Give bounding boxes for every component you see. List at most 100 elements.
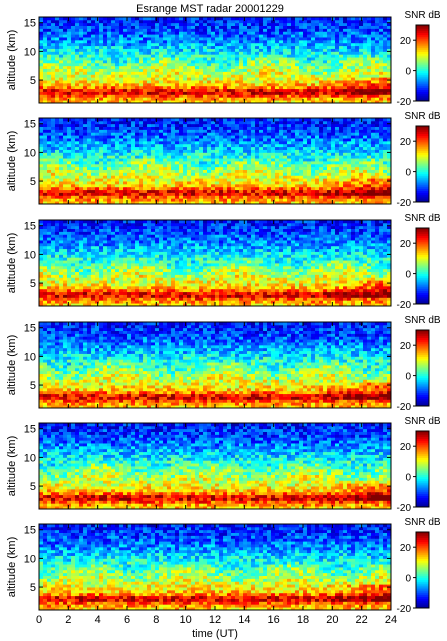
heatmap-cell [235,77,240,81]
heatmap-cell [227,140,232,145]
heatmap-cell [367,80,372,84]
heatmap-cell [47,198,52,202]
heatmap-cell [83,88,88,92]
heatmap-cell [115,17,120,21]
heatmap-cell [111,51,116,55]
heatmap-cell [359,138,364,142]
heatmap-cell [231,45,236,49]
heatmap-cell [187,91,192,95]
heatmap-cell [247,34,252,38]
heatmap-cell [199,149,204,153]
heatmap-cell [167,152,172,156]
heatmap-cell [351,65,356,69]
heatmap-cell [111,140,116,145]
heatmap-cell [111,54,116,58]
heatmap-cell [139,80,144,84]
heatmap-cell [171,85,176,90]
heatmap-cell [39,195,44,199]
heatmap-cell [203,195,208,199]
heatmap-cell [283,129,288,133]
heatmap-cell [311,42,316,47]
heatmap-cell [135,62,140,67]
heatmap-cell [175,192,180,196]
heatmap-cell [327,80,332,84]
heatmap-cell [39,74,44,78]
heatmap-cell [103,201,108,205]
heatmap-cell [63,158,68,162]
heatmap-cell [227,155,232,159]
heatmap-cell [375,189,380,193]
heatmap-cell [187,71,192,75]
heatmap-cell [83,25,88,29]
heatmap-cell [147,91,152,95]
heatmap-cell [267,94,272,98]
heatmap-cell [151,186,156,191]
heatmap-cell [251,68,256,72]
heatmap-cell [239,178,244,182]
heatmap-cell [275,82,280,87]
heatmap-cell [207,183,212,188]
heatmap-cell [263,19,268,24]
heatmap-cell [351,45,356,49]
heatmap-cell [131,155,136,159]
heatmap-cell [239,135,244,139]
heatmap-cell [231,175,236,179]
heatmap-cell [383,22,388,26]
heatmap-cell [43,94,48,98]
heatmap-cell [99,31,104,35]
heatmap-cell [79,94,84,98]
heatmap-cell [215,17,220,21]
heatmap-cell [143,161,148,165]
heatmap-cell [47,42,52,47]
heatmap-cell [331,189,336,193]
heatmap-cell [299,146,304,150]
heatmap-cell [71,143,76,148]
heatmap-cell [323,192,328,196]
heatmap-cell [103,146,108,150]
heatmap-cell [79,57,84,61]
heatmap-cell [239,71,244,75]
heatmap-cell [263,198,268,202]
heatmap-cell [67,34,72,38]
heatmap-cell [223,91,228,95]
heatmap-cell [55,37,60,41]
heatmap-cell [167,166,172,170]
heatmap-cell [371,163,376,168]
heatmap-cell [147,198,152,202]
heatmap-cell [179,54,184,58]
heatmap-cell [91,19,96,24]
heatmap-cell [351,77,356,81]
heatmap-cell [371,34,376,38]
heatmap-cell [347,201,352,205]
heatmap-cell [327,51,332,55]
heatmap-cell [331,48,336,52]
heatmap-cell [135,192,140,196]
heatmap-cell [83,169,88,173]
heatmap-cell [139,62,144,67]
heatmap-cell [167,135,172,139]
heatmap-cell [139,195,144,199]
heatmap-cell [355,158,360,162]
heatmap-cell [183,166,188,170]
heatmap-cell [271,88,276,92]
heatmap-cell [183,152,188,156]
heatmap-cell [127,51,132,55]
heatmap-cell [331,149,336,153]
heatmap-cell [175,45,180,49]
heatmap-cell [187,22,192,26]
heatmap-cell [59,129,64,133]
heatmap-cell [127,135,132,139]
heatmap-cell [247,195,252,199]
heatmap-cell [295,146,300,150]
heatmap-cell [215,22,220,26]
heatmap-cell [331,42,336,47]
heatmap-cell [235,169,240,173]
heatmap-cell [207,169,212,173]
heatmap-cell [307,34,312,38]
heatmap-cell [39,198,44,202]
heatmap-cell [163,34,168,38]
heatmap-cell [175,149,180,153]
heatmap-cell [47,132,52,136]
heatmap-cell [355,140,360,145]
heatmap-cell [315,91,320,95]
